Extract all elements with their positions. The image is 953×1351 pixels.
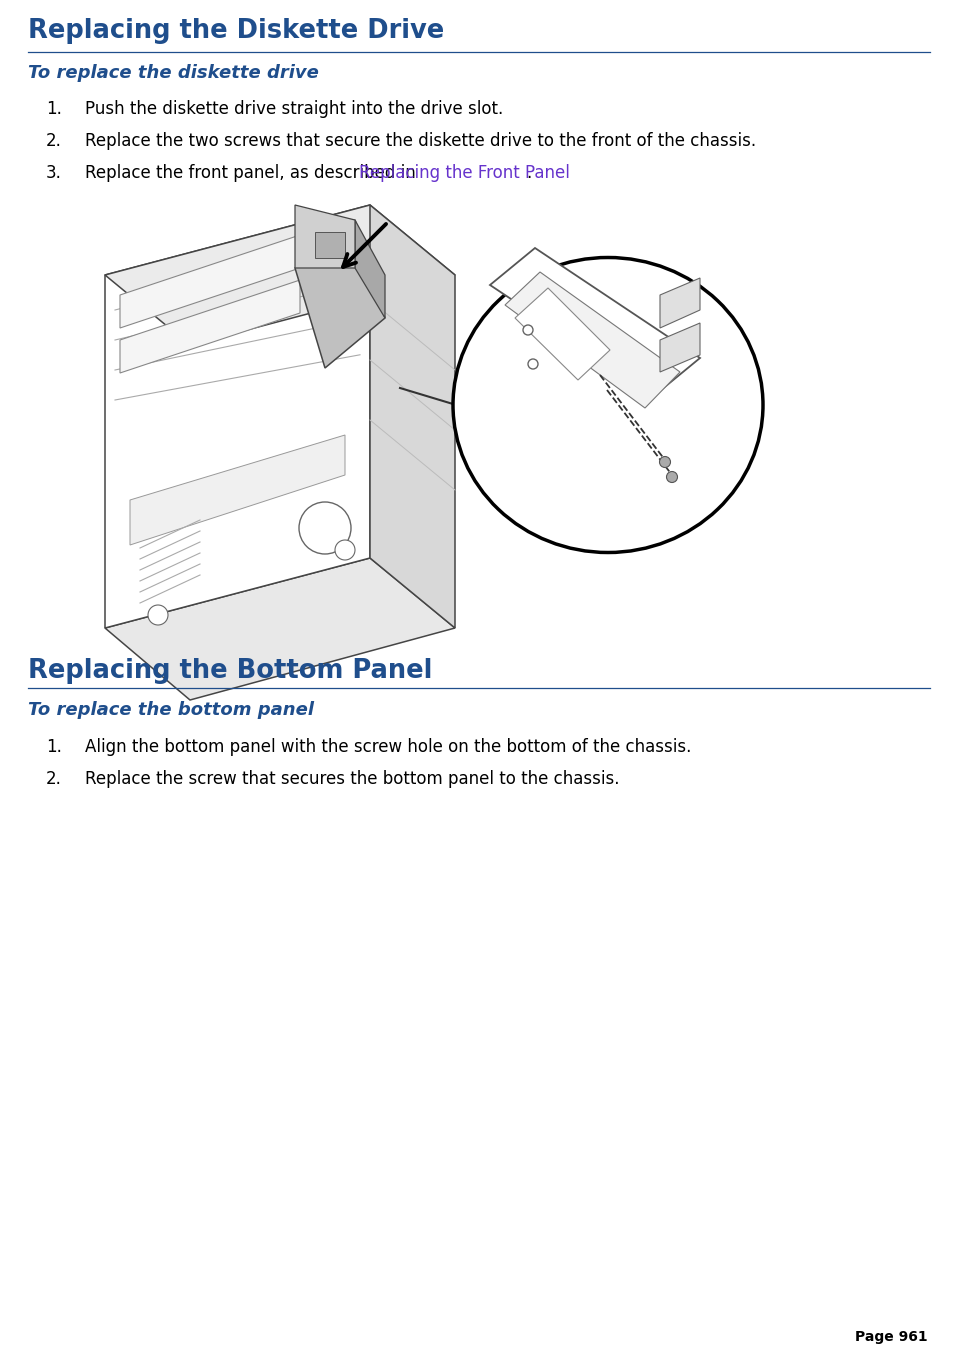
Polygon shape <box>105 558 455 700</box>
Polygon shape <box>659 278 700 328</box>
Polygon shape <box>105 205 370 628</box>
Circle shape <box>527 359 537 369</box>
Text: Replacing the Diskette Drive: Replacing the Diskette Drive <box>28 18 444 45</box>
Text: 1.: 1. <box>46 100 62 118</box>
Text: .: . <box>525 163 531 182</box>
Text: Push the diskette drive straight into the drive slot.: Push the diskette drive straight into th… <box>85 100 503 118</box>
Circle shape <box>148 605 168 626</box>
Polygon shape <box>355 220 385 317</box>
Text: Replace the front panel, as described in: Replace the front panel, as described in <box>85 163 420 182</box>
Text: Replacing the Bottom Panel: Replacing the Bottom Panel <box>28 658 432 684</box>
Circle shape <box>335 540 355 561</box>
Text: Align the bottom panel with the screw hole on the bottom of the chassis.: Align the bottom panel with the screw ho… <box>85 738 691 757</box>
Ellipse shape <box>453 258 762 553</box>
Text: Replacing the Front Panel: Replacing the Front Panel <box>358 163 569 182</box>
Text: 2.: 2. <box>46 770 62 788</box>
Circle shape <box>659 457 670 467</box>
Polygon shape <box>515 288 609 380</box>
Polygon shape <box>294 220 385 367</box>
Circle shape <box>666 471 677 482</box>
Polygon shape <box>370 205 455 628</box>
Text: To replace the bottom panel: To replace the bottom panel <box>28 701 314 719</box>
Circle shape <box>522 326 533 335</box>
Polygon shape <box>659 323 700 372</box>
Polygon shape <box>294 205 355 267</box>
Polygon shape <box>120 280 299 373</box>
Polygon shape <box>314 232 345 258</box>
Text: Replace the two screws that secure the diskette drive to the front of the chassi: Replace the two screws that secure the d… <box>85 132 756 150</box>
Text: Replace the screw that secures the bottom panel to the chassis.: Replace the screw that secures the botto… <box>85 770 618 788</box>
Polygon shape <box>130 435 345 544</box>
Polygon shape <box>490 249 700 394</box>
Text: Page 961: Page 961 <box>855 1329 927 1344</box>
Circle shape <box>298 503 351 554</box>
Polygon shape <box>504 272 679 408</box>
Polygon shape <box>120 235 299 328</box>
Text: 3.: 3. <box>46 163 62 182</box>
Text: 1.: 1. <box>46 738 62 757</box>
Text: To replace the diskette drive: To replace the diskette drive <box>28 63 318 82</box>
Polygon shape <box>105 205 455 345</box>
Text: 2.: 2. <box>46 132 62 150</box>
